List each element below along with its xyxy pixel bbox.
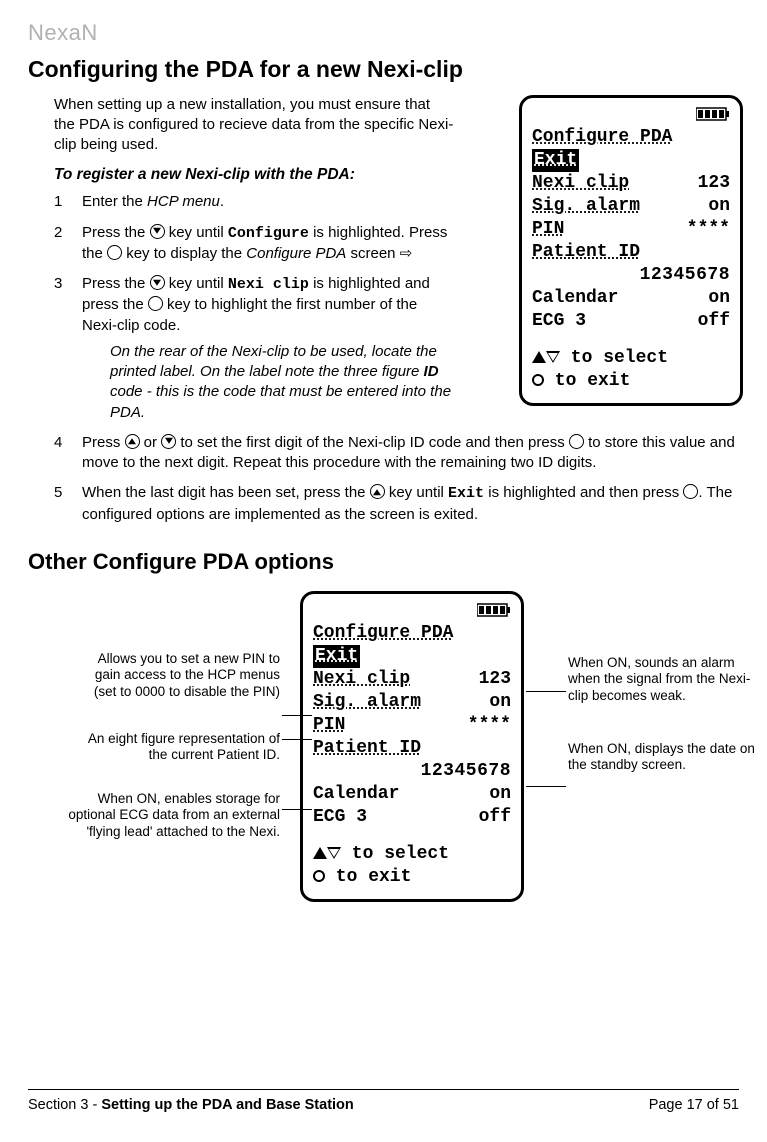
pda-row: ECG 3off: [532, 310, 730, 333]
down-key-icon: [150, 275, 165, 290]
pda-row: Sig. alarmon: [313, 691, 511, 714]
footer-section: Section 3 - Setting up the PDA and Base …: [28, 1096, 354, 1116]
step3-note: On the rear of the Nexi-clip to be used,…: [110, 342, 454, 423]
s4b: or: [140, 434, 162, 451]
s2f: Configure PDA: [246, 245, 346, 262]
callout-line: [282, 739, 312, 740]
pda-row: Patient ID: [532, 241, 730, 264]
s2a: Press the: [82, 224, 150, 241]
step-4: Press or to set the first digit of the N…: [54, 433, 739, 474]
circle-key-icon: [683, 484, 698, 499]
s5a: When the last digit has been set, press …: [82, 484, 370, 501]
pda-title: Configure PDA: [532, 127, 672, 147]
page-footer: Section 3 - Setting up the PDA and Base …: [28, 1089, 739, 1116]
battery-icon: [313, 602, 511, 618]
down-key-icon: [150, 224, 165, 239]
pda-hints: to select to exit: [313, 843, 511, 889]
battery-icon: [532, 106, 730, 122]
footer-page-number: Page 17 of 51: [649, 1096, 739, 1116]
pda-row: Nexi clip123: [313, 668, 511, 691]
pda-row: Calendaron: [313, 783, 511, 806]
up-key-icon: [370, 484, 385, 499]
n3c: code - this is the code that must be ent…: [110, 383, 451, 420]
up-arrow-icon: [532, 351, 546, 363]
pda-row: Sig. alarmon: [532, 195, 730, 218]
callout-line: [526, 786, 566, 787]
pda-row: Patient ID: [313, 737, 511, 760]
page-heading: Configuring the PDA for a new Nexi-clip: [28, 54, 739, 85]
callout-sig-alarm: When ON, sounds an alarm when the signal…: [568, 655, 767, 706]
pda-row: PIN****: [313, 714, 511, 737]
circle-key-icon: [569, 434, 584, 449]
pda-row: Calendaron: [532, 287, 730, 310]
pda-row: 12345678: [313, 760, 511, 783]
step-5: When the last digit has been set, press …: [54, 483, 739, 525]
pda-hints: to select to exit: [532, 347, 730, 393]
document-id-label: 300-USM-103 US Issue 1.0: [0, 644, 4, 780]
step-3: Press the key until Nexi clip is highlig…: [54, 274, 454, 423]
pda-row: PIN****: [532, 218, 730, 241]
s3a: Press the: [82, 275, 150, 292]
circle-icon: [532, 374, 544, 386]
pda-screen-center: Configure PDAExitNexi clip123Sig. alarmo…: [300, 591, 524, 902]
options-diagram: Configure PDAExitNexi clip123Sig. alarmo…: [28, 591, 739, 971]
callout-pin: Allows you to set a new PIN to gain acce…: [80, 651, 280, 702]
circle-icon: [313, 870, 325, 882]
n3b: ID: [424, 363, 439, 380]
up-arrow-icon: [313, 847, 327, 859]
callout-line: [526, 691, 566, 692]
s2b: key until: [165, 224, 228, 241]
s4a: Press: [82, 434, 125, 451]
pda-row: Nexi clip123: [532, 172, 730, 195]
down-key-icon: [161, 434, 176, 449]
brand-text: NexaN: [28, 20, 98, 45]
pda-frame: Configure PDAExitNexi clip123Sig. alarmo…: [519, 95, 743, 406]
down-arrow-icon: [327, 847, 341, 859]
pda-frame: Configure PDAExitNexi clip123Sig. alarmo…: [300, 591, 524, 902]
pda-exit: Exit: [313, 645, 360, 668]
down-arrow-icon: [546, 351, 560, 363]
footer-sec-a: Section 3 -: [28, 1097, 101, 1113]
intro-paragraph: When setting up a new installation, you …: [54, 95, 454, 156]
pda-title: Configure PDA: [313, 623, 453, 643]
s2e: key to display the: [122, 245, 246, 262]
s5c: Exit: [448, 485, 484, 502]
up-key-icon: [125, 434, 140, 449]
main-content: When setting up a new installation, you …: [54, 95, 739, 525]
s4c: to set the first digit of the Nexi-clip …: [176, 434, 569, 451]
s5d: is highlighted and then press: [484, 484, 683, 501]
callout-calendar: When ON, displays the date on the standb…: [568, 741, 767, 775]
s5b: key until: [385, 484, 448, 501]
pda-screen-top: Configure PDAExitNexi clip123Sig. alarmo…: [519, 95, 743, 406]
section-heading-2: Other Configure PDA options: [28, 547, 739, 577]
pda-row: ECG 3off: [313, 806, 511, 829]
s1b: HCP menu: [147, 193, 220, 210]
step-1: Enter the HCP menu.: [54, 192, 454, 212]
callout-ecg: When ON, enables storage for optional EC…: [66, 791, 280, 842]
pda-exit: Exit: [532, 149, 579, 172]
n3a: On the rear of the Nexi-clip to be used,…: [110, 343, 437, 380]
pda-row: 12345678: [532, 264, 730, 287]
s1a: Enter the: [82, 193, 147, 210]
callout-line: [282, 809, 312, 810]
s2g: screen: [346, 245, 412, 262]
footer-sec-b: Setting up the PDA and Base Station: [101, 1097, 353, 1113]
s3b: key until: [165, 275, 228, 292]
s2c: Configure: [228, 225, 309, 242]
s3c: Nexi clip: [228, 276, 309, 293]
brand-logo: NexaN: [28, 18, 739, 48]
circle-key-icon: [148, 296, 163, 311]
circle-key-icon: [107, 245, 122, 260]
callout-patient-id: An eight figure representation of the cu…: [80, 731, 280, 765]
callout-line: [282, 715, 312, 716]
step-2: Press the key until Configure is highlig…: [54, 223, 454, 265]
s1c: .: [220, 193, 224, 210]
